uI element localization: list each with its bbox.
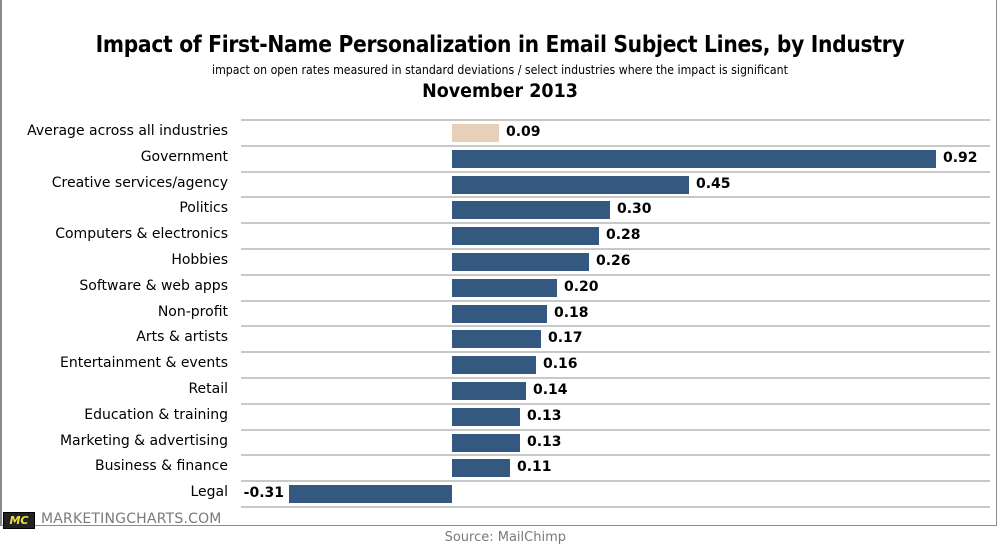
average-bar [452, 124, 499, 142]
data-bar [452, 149, 936, 168]
category-label: Creative services/agency [51, 174, 228, 191]
category-label: Government [140, 148, 228, 165]
data-bar [289, 485, 452, 504]
gridline [241, 403, 990, 405]
data-bar [452, 433, 520, 452]
category-label: Marketing & advertising [59, 432, 228, 449]
data-bar [452, 459, 510, 478]
value-label: 0.45 [696, 175, 731, 192]
data-bar [452, 407, 520, 426]
value-label: 0.16 [543, 356, 578, 373]
gridline [241, 480, 990, 482]
category-label: Non-profit [157, 303, 228, 320]
chart-title: Impact of First-Name Personalization in … [95, 32, 905, 58]
gridline [241, 506, 990, 508]
category-label: Software & web apps [79, 277, 228, 294]
data-bar [452, 304, 547, 323]
value-label: 0.28 [606, 227, 641, 244]
category-label: Hobbies [171, 252, 228, 268]
gridline [241, 171, 990, 173]
category-label: Education & training [84, 406, 228, 423]
chart-subtitle: impact on open rates measured in standar… [212, 62, 788, 77]
gridline [241, 377, 990, 379]
gridline [241, 274, 990, 276]
gridline [241, 351, 990, 353]
data-bar [452, 227, 599, 246]
gridline [241, 222, 990, 224]
value-label: 0.18 [554, 304, 589, 321]
gridline [241, 145, 990, 147]
value-label: 0.11 [517, 459, 552, 476]
data-bar [452, 201, 610, 220]
value-label: 0.13 [527, 433, 562, 450]
marketingcharts-logo-icon: MC [3, 512, 35, 529]
gridline [241, 429, 990, 431]
value-label: -0.31 [243, 485, 284, 502]
gridline [241, 196, 990, 198]
category-label: Entertainment & events [59, 355, 228, 372]
data-bar [452, 278, 557, 297]
gridline [241, 325, 990, 327]
data-bar [452, 175, 689, 194]
category-label: Business & finance [94, 458, 228, 475]
chart-frame [0, 0, 997, 526]
value-label: 0.20 [564, 278, 599, 295]
category-label: Arts & artists [136, 329, 228, 346]
category-label: Legal [190, 484, 228, 501]
value-label: 0.26 [596, 253, 631, 269]
gridline [241, 119, 990, 121]
data-bar [452, 356, 536, 375]
data-bar [452, 330, 541, 349]
data-bar [452, 382, 526, 400]
value-label: 0.09 [506, 124, 541, 140]
gridline [241, 454, 990, 456]
value-label: 0.30 [617, 201, 652, 218]
gridline [241, 248, 990, 250]
category-label: Computers & electronics [55, 226, 228, 243]
value-label: 0.17 [548, 330, 583, 347]
gridline [241, 300, 990, 302]
category-label: Retail [188, 381, 228, 397]
category-label: Average across all industries [27, 123, 228, 139]
brand-name: MARKETINGCHARTS.COM [41, 511, 222, 527]
value-label: 0.14 [533, 382, 568, 398]
chart-date: November 2013 [422, 80, 578, 102]
category-label: Politics [179, 200, 228, 217]
source-note: Source: MailChimp [444, 530, 566, 545]
data-bar [452, 253, 589, 271]
value-label: 0.92 [943, 149, 978, 166]
value-label: 0.13 [527, 407, 562, 424]
